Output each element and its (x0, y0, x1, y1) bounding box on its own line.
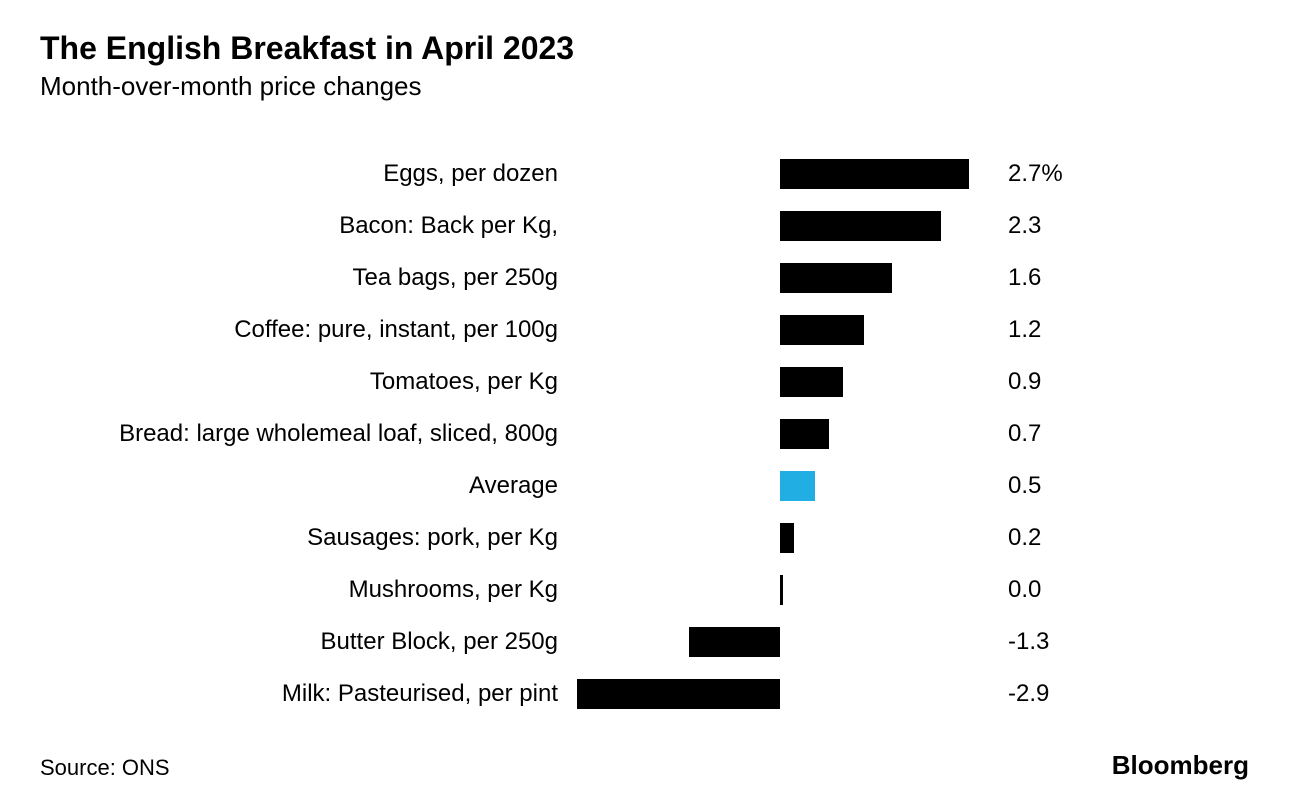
category-label: Milk: Pasteurised, per pint (40, 680, 570, 708)
bar-row: Coffee: pure, instant, per 100g 1.2 (40, 304, 1249, 356)
value-label: 0.5 (990, 472, 1110, 500)
bar (780, 315, 864, 345)
category-label: Sausages: pork, per Kg (40, 524, 570, 552)
bar-area (570, 211, 990, 241)
bar-area (570, 419, 990, 449)
bar-row: Tomatoes, per Kg 0.9 (40, 356, 1249, 408)
chart-footer: Source: ONS Bloomberg (40, 750, 1249, 791)
bar-row: Mushrooms, per Kg 0.0 (40, 564, 1249, 616)
bar-row: Eggs, per dozen 2.7% (40, 148, 1249, 200)
value-label: -2.9 (990, 680, 1110, 708)
category-label: Bread: large wholemeal loaf, sliced, 800… (40, 420, 570, 448)
bar (577, 679, 780, 709)
bar-area (570, 315, 990, 345)
bar-row: Tea bags, per 250g 1.6 (40, 252, 1249, 304)
bar (780, 471, 815, 501)
value-label: 2.3 (990, 212, 1110, 240)
value-label: 0.7 (990, 420, 1110, 448)
bar (780, 523, 794, 553)
value-label: 1.6 (990, 264, 1110, 292)
category-label: Bacon: Back per Kg, (40, 212, 570, 240)
bar-row: Milk: Pasteurised, per pint -2.9 (40, 668, 1249, 720)
category-label: Mushrooms, per Kg (40, 576, 570, 604)
value-label: 0.0 (990, 576, 1110, 604)
bar-area (570, 679, 990, 709)
bar-area (570, 523, 990, 553)
category-label: Tea bags, per 250g (40, 264, 570, 292)
category-label: Butter Block, per 250g (40, 628, 570, 656)
bar (689, 627, 780, 657)
chart-header: The English Breakfast in April 2023 Mont… (40, 30, 1249, 102)
bar (780, 159, 969, 189)
chart-container: The English Breakfast in April 2023 Mont… (0, 0, 1289, 810)
value-label: -1.3 (990, 628, 1110, 656)
value-label: 0.9 (990, 368, 1110, 396)
bar-area (570, 159, 990, 189)
chart-subtitle: Month-over-month price changes (40, 71, 1249, 102)
bar-area (570, 627, 990, 657)
category-label: Tomatoes, per Kg (40, 368, 570, 396)
bar-row: Butter Block, per 250g -1.3 (40, 616, 1249, 668)
bar-area (570, 471, 990, 501)
bar (780, 211, 941, 241)
bar-row: Sausages: pork, per Kg 0.2 (40, 512, 1249, 564)
category-label: Eggs, per dozen (40, 160, 570, 188)
source-text: Source: ONS (40, 755, 170, 781)
category-label: Average (40, 472, 570, 500)
brand-text: Bloomberg (1112, 750, 1249, 781)
category-label: Coffee: pure, instant, per 100g (40, 316, 570, 344)
bar (780, 263, 892, 293)
bar-row: Bread: large wholemeal loaf, sliced, 800… (40, 408, 1249, 460)
bar-chart: Eggs, per dozen 2.7% Bacon: Back per Kg, 2.… (40, 138, 1249, 720)
bar-area (570, 367, 990, 397)
bar-row: Bacon: Back per Kg, 2.3 (40, 200, 1249, 252)
value-label: 0.2 (990, 524, 1110, 552)
value-label: 2.7% (990, 160, 1110, 188)
chart-title: The English Breakfast in April 2023 (40, 30, 1249, 67)
bar-area (570, 575, 990, 605)
bar (780, 419, 829, 449)
bar-row: Average 0.5 (40, 460, 1249, 512)
value-label: 1.2 (990, 316, 1110, 344)
bar-area (570, 263, 990, 293)
bar (780, 367, 843, 397)
bar (780, 575, 783, 605)
